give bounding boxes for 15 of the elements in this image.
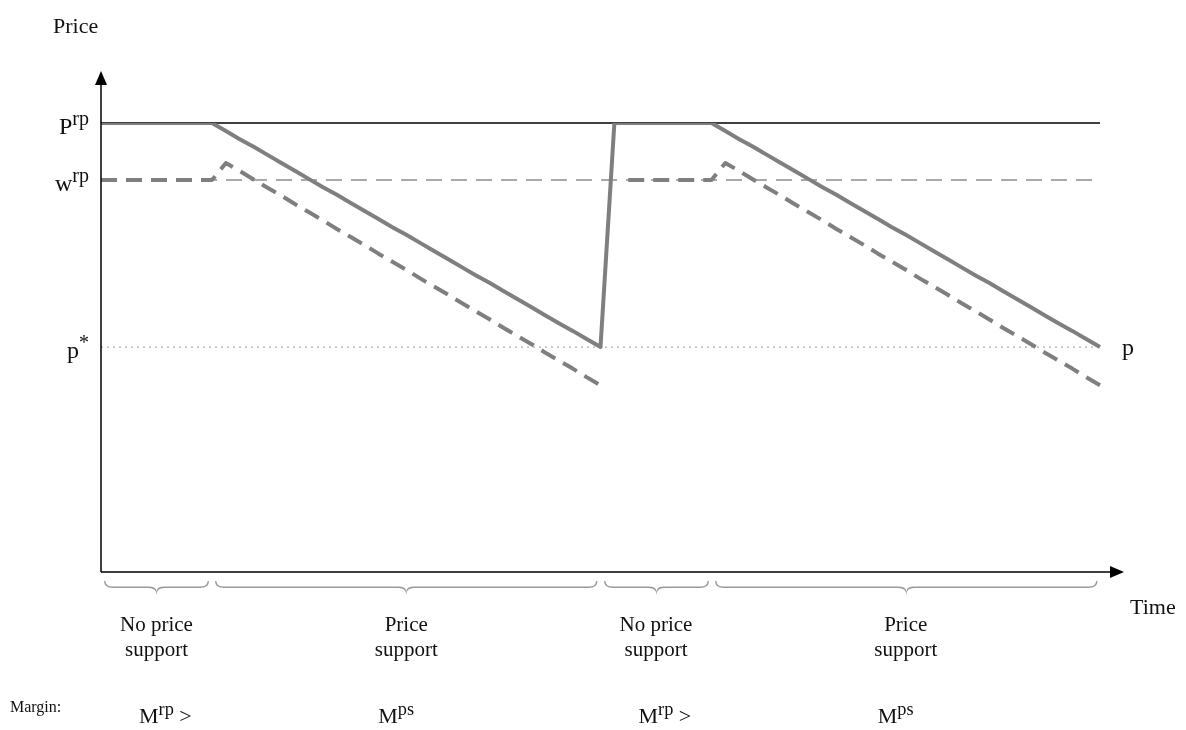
ref-line-label: P$^{rp}$ <box>59 106 90 140</box>
y-axis-title: Price <box>53 13 99 39</box>
text: M$^{rp}$ > <box>638 699 692 730</box>
text: No price support <box>119 612 194 662</box>
ref-line-label: p$^{*}$ <box>67 330 89 364</box>
text: Margin: <box>10 698 62 716</box>
text: M$^{ps}$ <box>378 699 415 730</box>
x-axis-title: Time <box>1130 594 1176 620</box>
text: M$^{rp}$ > <box>139 699 192 730</box>
ref-line-label: w$^{rp}$ <box>55 163 90 197</box>
text: p <box>1122 333 1134 361</box>
text: No price support <box>618 612 694 662</box>
text: M$^{ps}$ <box>877 699 914 730</box>
text: Price support <box>873 612 939 662</box>
text: Price support <box>373 612 439 662</box>
